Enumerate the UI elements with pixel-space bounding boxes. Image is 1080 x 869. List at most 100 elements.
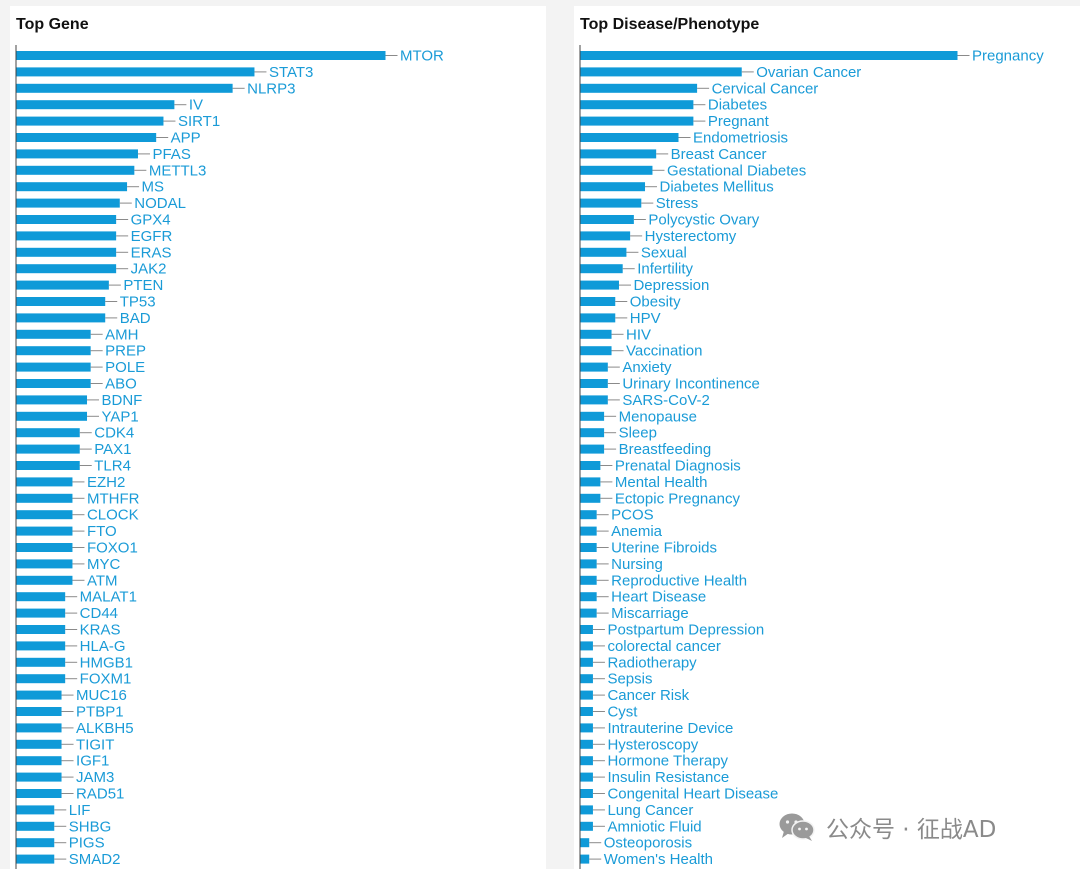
bar-row: Diabetes Mellitus: [580, 179, 774, 196]
bar-label: Cancer Risk: [607, 687, 689, 704]
bar: [16, 264, 117, 274]
bar: [16, 510, 73, 520]
bar-row: NLRP3: [16, 80, 295, 97]
bar: [16, 149, 138, 159]
bar-row: ABO: [16, 376, 137, 393]
bar-label: MYC: [87, 556, 121, 573]
bar-label: Osteoporosis: [604, 835, 692, 852]
bar-row: CDK4: [16, 425, 134, 442]
bar-row: JAM3: [16, 769, 114, 786]
bar: [580, 854, 590, 864]
bar-label: RAD51: [76, 786, 124, 803]
bar-row: FOXO1: [16, 540, 138, 557]
bar-label: Polycystic Ovary: [648, 212, 759, 229]
bar: [16, 215, 117, 224]
bar-row: Amniotic Fluid: [580, 818, 702, 835]
bar: [16, 100, 175, 110]
bar: [580, 723, 593, 733]
bar: [16, 165, 135, 175]
bar: [16, 526, 73, 536]
bar-row: Anxiety: [580, 359, 672, 376]
bar: [580, 625, 593, 634]
bar: [16, 657, 66, 667]
bar-label: LIF: [69, 802, 91, 819]
bar-row: PTBP1: [16, 704, 124, 721]
bar-row: TP53: [16, 294, 156, 311]
bar-label: FOXO1: [87, 540, 138, 557]
bar-label: Hysterectomy: [645, 228, 737, 245]
bar-row: MUC16: [16, 687, 127, 704]
bar-label: Gestational Diabetes: [667, 162, 806, 179]
bar: [580, 707, 593, 716]
bar-row: Hysterectomy: [580, 228, 737, 245]
bar-label: SARS-CoV-2: [622, 392, 710, 409]
bar-label: Nursing: [611, 556, 663, 573]
bar-row: NODAL: [16, 195, 186, 212]
bar-row: Mental Health: [580, 474, 707, 491]
bar-label: AMH: [105, 326, 138, 343]
bar-label: KRAS: [80, 622, 121, 639]
bar-label: APP: [171, 130, 201, 147]
bar: [16, 821, 55, 831]
bar: [580, 641, 593, 651]
bar: [580, 477, 601, 487]
bar-label: SIRT1: [178, 113, 220, 130]
bar: [16, 346, 91, 356]
bar: [580, 215, 634, 224]
bar-row: Prenatal Diagnosis: [580, 458, 741, 475]
bar-row: ERAS: [16, 244, 171, 261]
bar: [16, 428, 80, 438]
bar-row: TLR4: [16, 458, 131, 475]
bar: [580, 674, 593, 684]
bar: [580, 313, 616, 323]
bar-label: Diabetes Mellitus: [660, 179, 774, 196]
top-disease-panel: Top Disease/Phenotype Pregnancy Ovarian C…: [574, 6, 1080, 869]
bar: [16, 182, 128, 192]
bar-label: CLOCK: [87, 507, 139, 524]
bar-row: FTO: [16, 523, 117, 540]
bar: [16, 247, 117, 257]
bar-label: Miscarriage: [611, 605, 689, 622]
bar: [16, 198, 120, 208]
bar: [16, 67, 255, 77]
bar-row: Radiotherapy: [580, 654, 697, 671]
bar-row: Miscarriage: [580, 605, 689, 622]
bar-label: YAP1: [102, 408, 139, 425]
bar-label: BAD: [120, 310, 151, 327]
bar-row: STAT3: [16, 64, 313, 81]
bar-label: MTHFR: [87, 490, 140, 507]
bar: [16, 51, 386, 60]
wechat-icon: [779, 813, 815, 841]
bar: [16, 411, 88, 421]
bar: [16, 723, 62, 733]
bar: [580, 133, 679, 142]
bar: [580, 428, 605, 438]
bar-row: Insulin Resistance: [580, 769, 729, 786]
bar-row: Uterine Fibroids: [580, 540, 717, 557]
bar-row: Heart Disease: [580, 589, 706, 606]
bar-row: Anemia: [580, 523, 663, 540]
bar-row: Hormone Therapy: [580, 753, 729, 770]
bar-label: Vaccination: [626, 343, 702, 360]
bar-label: colorectal cancer: [607, 638, 720, 655]
bar-row: SMAD2: [16, 851, 120, 868]
bar-row: PIGS: [16, 835, 105, 852]
bar-label: PCOS: [611, 507, 654, 524]
bar-row: Cyst: [580, 704, 638, 721]
bar-label: PREP: [105, 343, 146, 360]
bar-row: JAK2: [16, 261, 166, 278]
bar-row: Ovarian Cancer: [580, 64, 861, 81]
bar-label: JAM3: [76, 769, 114, 786]
bar: [16, 133, 157, 142]
bar-label: MS: [142, 179, 165, 196]
bar-row: MS: [16, 179, 165, 196]
bar: [16, 83, 233, 93]
bar-label: Ovarian Cancer: [756, 64, 861, 81]
bar-row: METTL3: [16, 162, 206, 179]
bar: [580, 559, 597, 569]
bar: [16, 575, 73, 585]
top-disease-title: Top Disease/Phenotype: [580, 16, 760, 33]
bar-label: MTOR: [400, 48, 444, 65]
bar: [580, 247, 627, 257]
bar-label: NLRP3: [247, 80, 295, 97]
